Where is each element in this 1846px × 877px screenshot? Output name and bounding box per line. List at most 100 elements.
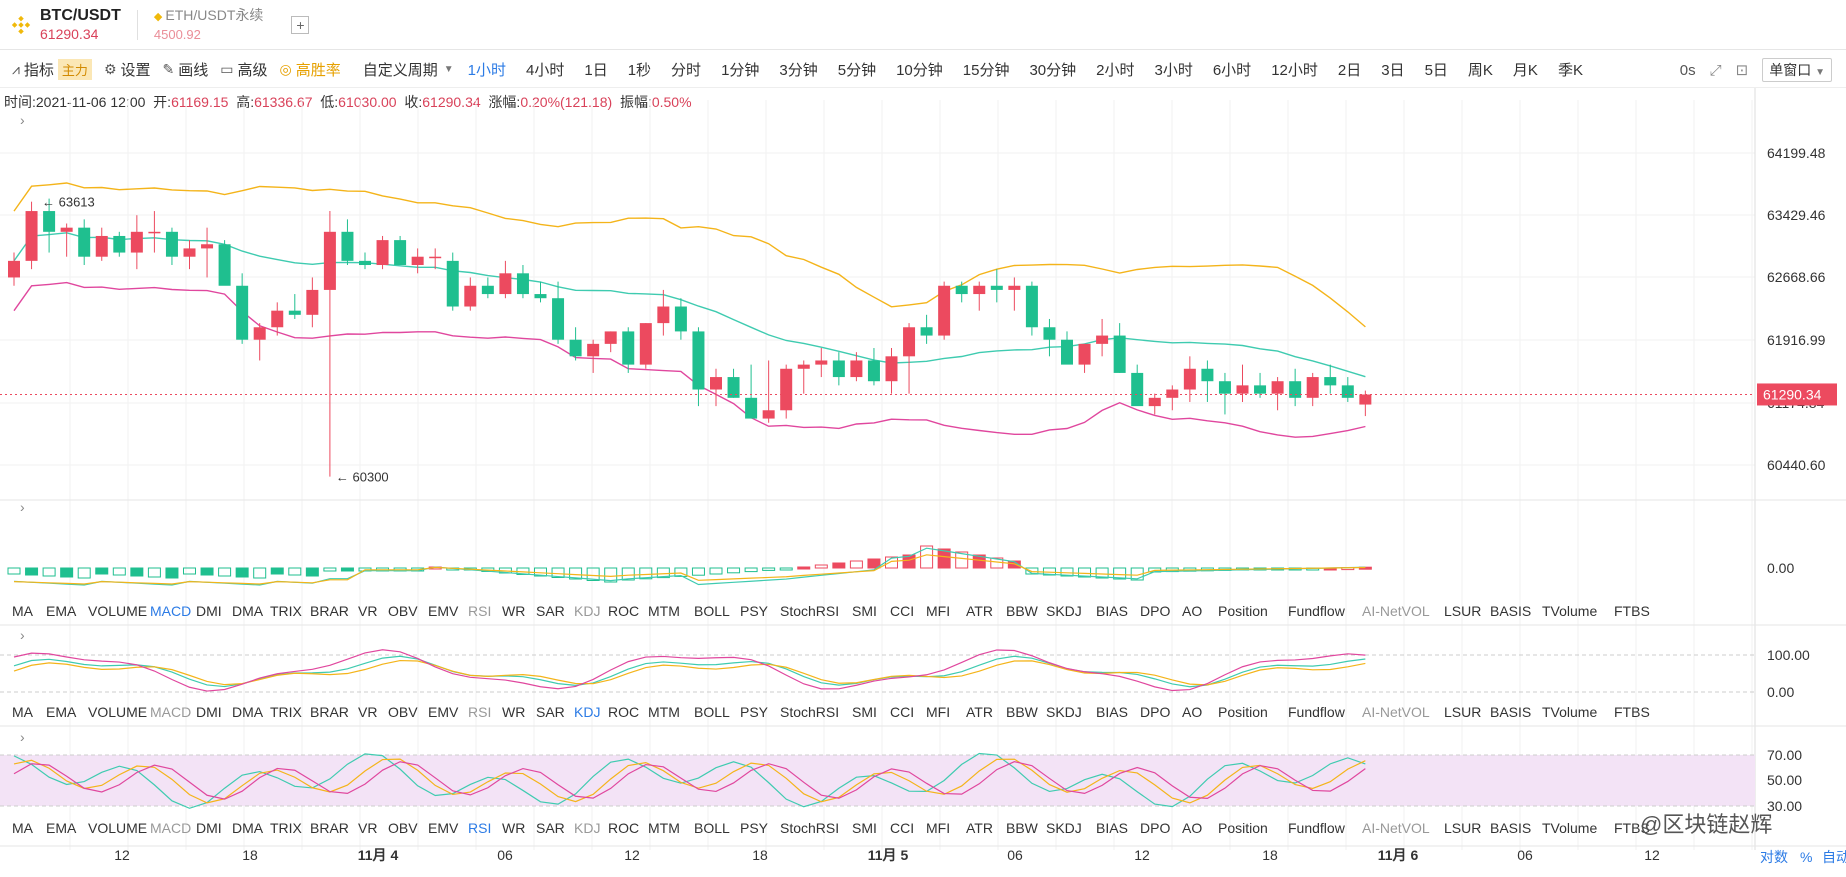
indicator-tab-skdj[interactable]: SKDJ (1046, 603, 1082, 619)
indicator-tab-trix[interactable]: TRIX (270, 603, 303, 619)
period-13[interactable]: 6小时 (1212, 62, 1252, 79)
indicator-tab-kdj[interactable]: KDJ (574, 704, 600, 720)
period-3[interactable]: 1秒 (627, 62, 652, 79)
indicator-tab-ai-netvol[interactable]: AI-NetVOL (1362, 820, 1430, 836)
period-7[interactable]: 5分钟 (837, 62, 877, 79)
indicator-tab-rsi[interactable]: RSI (468, 704, 491, 720)
indicator-tab-atr[interactable]: ATR (966, 603, 993, 619)
indicator-tab-lsur[interactable]: LSUR (1444, 820, 1481, 836)
indicator-tab-cci[interactable]: CCI (890, 603, 914, 619)
indicator-tab-trix[interactable]: TRIX (270, 704, 303, 720)
indicator-tab-bias[interactable]: BIAS (1096, 820, 1128, 836)
indicator-tab-fundflow[interactable]: Fundflow (1288, 820, 1346, 836)
indicator-tab-bias[interactable]: BIAS (1096, 704, 1128, 720)
indicator-tab-rsi[interactable]: RSI (468, 820, 491, 836)
indicator-tab-psy[interactable]: PSY (740, 820, 769, 836)
chevron-right-icon[interactable]: › (20, 112, 25, 128)
tab-eth-usdt-perp[interactable]: ◆ ETH/USDT永续 4500.92 (146, 0, 272, 50)
indicator-tab-mtm[interactable]: MTM (648, 820, 680, 836)
indicator-tab-vr[interactable]: VR (358, 603, 377, 619)
advanced-button[interactable]: ▭ 高级 (220, 61, 268, 79)
chevron-right-icon[interactable]: › (20, 499, 25, 515)
screenshot-icon[interactable]: ⊡ (1735, 62, 1749, 79)
indicator-tab-ai-netvol[interactable]: AI-NetVOL (1362, 704, 1430, 720)
indicator-tab-dmi[interactable]: DMI (196, 820, 222, 836)
indicator-tab-obv[interactable]: OBV (388, 704, 418, 720)
period-14[interactable]: 12小时 (1271, 62, 1318, 79)
indicator-tab-bbw[interactable]: BBW (1006, 704, 1039, 720)
chevron-right-icon[interactable]: › (20, 729, 25, 745)
indicator-tab-lsur[interactable]: LSUR (1444, 704, 1481, 720)
indicator-tab-psy[interactable]: PSY (740, 704, 769, 720)
indicator-tab-bias[interactable]: BIAS (1096, 603, 1128, 619)
period-12[interactable]: 3小时 (1154, 62, 1193, 79)
indicator-tab-ma[interactable]: MA (12, 820, 34, 836)
axis-mode-2[interactable]: 自动 (1822, 849, 1846, 865)
indicator-tab-skdj[interactable]: SKDJ (1046, 704, 1082, 720)
indicator-tab-lsur[interactable]: LSUR (1444, 603, 1481, 619)
indicator-tab-volume[interactable]: VOLUME (88, 820, 147, 836)
indicator-tab-dma[interactable]: DMA (232, 820, 264, 836)
indicator-tab-mfi[interactable]: MFI (926, 603, 950, 619)
indicator-tab-atr[interactable]: ATR (966, 820, 993, 836)
indicator-tab-volume[interactable]: VOLUME (88, 704, 147, 720)
indicator-tab-stochrsi[interactable]: StochRSI (780, 704, 839, 720)
indicator-tab-position[interactable]: Position (1218, 820, 1268, 836)
indicator-tab-dma[interactable]: DMA (232, 704, 264, 720)
indicator-tab-atr[interactable]: ATR (966, 704, 993, 720)
indicator-tab-trix[interactable]: TRIX (270, 820, 303, 836)
chevron-right-icon[interactable]: › (20, 627, 25, 643)
window-mode-dropdown[interactable]: 单窗口 ▼ (1762, 58, 1832, 82)
indicator-tab-fundflow[interactable]: Fundflow (1288, 603, 1346, 619)
indicator-tab-boll[interactable]: BOLL (694, 704, 730, 720)
indicator-tab-psy[interactable]: PSY (740, 603, 769, 619)
indicator-tab-bbw[interactable]: BBW (1006, 820, 1039, 836)
settings-button[interactable]: ⚙ 设置 (103, 61, 151, 79)
indicator-tab-rsi[interactable]: RSI (468, 603, 491, 619)
indicator-tab-obv[interactable]: OBV (388, 603, 418, 619)
indicator-tab-macd[interactable]: MACD (150, 820, 191, 836)
indicator-tab-ai-netvol[interactable]: AI-NetVOL (1362, 603, 1430, 619)
indicators-button[interactable]: ⩘ 指标 主力 (12, 59, 92, 80)
indicator-tab-cci[interactable]: CCI (890, 704, 914, 720)
indicator-tab-sar[interactable]: SAR (536, 704, 565, 720)
indicator-tab-ao[interactable]: AO (1182, 603, 1202, 619)
indicator-tab-macd[interactable]: MACD (150, 704, 191, 720)
indicator-tab-ma[interactable]: MA (12, 704, 34, 720)
indicator-tab-smi[interactable]: SMI (852, 704, 877, 720)
indicator-tab-sar[interactable]: SAR (536, 820, 565, 836)
indicator-tab-stochrsi[interactable]: StochRSI (780, 820, 839, 836)
period-9[interactable]: 15分钟 (962, 62, 1010, 79)
period-18[interactable]: 周K (1467, 62, 1493, 79)
indicator-tab-mtm[interactable]: MTM (648, 704, 680, 720)
indicator-tab-volume[interactable]: VOLUME (88, 603, 147, 619)
fullscreen-icon[interactable]: ⤢ (1709, 61, 1722, 79)
period-19[interactable]: 月K (1512, 62, 1538, 79)
indicator-tab-dpo[interactable]: DPO (1140, 820, 1170, 836)
indicator-tab-skdj[interactable]: SKDJ (1046, 820, 1082, 836)
indicator-tab-kdj[interactable]: KDJ (574, 820, 600, 836)
indicator-tab-ftbs[interactable]: FTBS (1614, 820, 1650, 836)
period-16[interactable]: 3日 (1381, 62, 1405, 79)
indicator-tab-dmi[interactable]: DMI (196, 704, 222, 720)
indicator-tab-macd[interactable]: MACD (150, 603, 191, 619)
indicator-tab-mtm[interactable]: MTM (648, 603, 680, 619)
indicator-tab-tvolume[interactable]: TVolume (1542, 704, 1597, 720)
period-10[interactable]: 30分钟 (1029, 62, 1077, 79)
indicator-tab-dma[interactable]: DMA (232, 603, 264, 619)
indicator-tab-ema[interactable]: EMA (46, 603, 77, 619)
period-4[interactable]: 分时 (671, 62, 702, 79)
period-8[interactable]: 10分钟 (896, 62, 943, 79)
indicator-tab-ftbs[interactable]: FTBS (1614, 704, 1650, 720)
indicator-tab-boll[interactable]: BOLL (694, 820, 730, 836)
period-6[interactable]: 3分钟 (779, 62, 818, 79)
kline-chart[interactable]: › › › › 0.00 100.00 0.00 70.00 50.00 30.00 MA E… (0, 88, 1846, 877)
period-20[interactable]: 季K (1557, 62, 1583, 79)
custom-period-dropdown[interactable]: 自定义周期 ▼ (362, 62, 454, 79)
indicator-tab-roc[interactable]: ROC (608, 820, 639, 836)
period-5[interactable]: 1分钟 (721, 62, 760, 79)
indicator-tab-smi[interactable]: SMI (852, 603, 877, 619)
indicator-tab-tvolume[interactable]: TVolume (1542, 603, 1597, 619)
indicator-tab-bbw[interactable]: BBW (1006, 603, 1039, 619)
period-17[interactable]: 5日 (1424, 62, 1448, 79)
